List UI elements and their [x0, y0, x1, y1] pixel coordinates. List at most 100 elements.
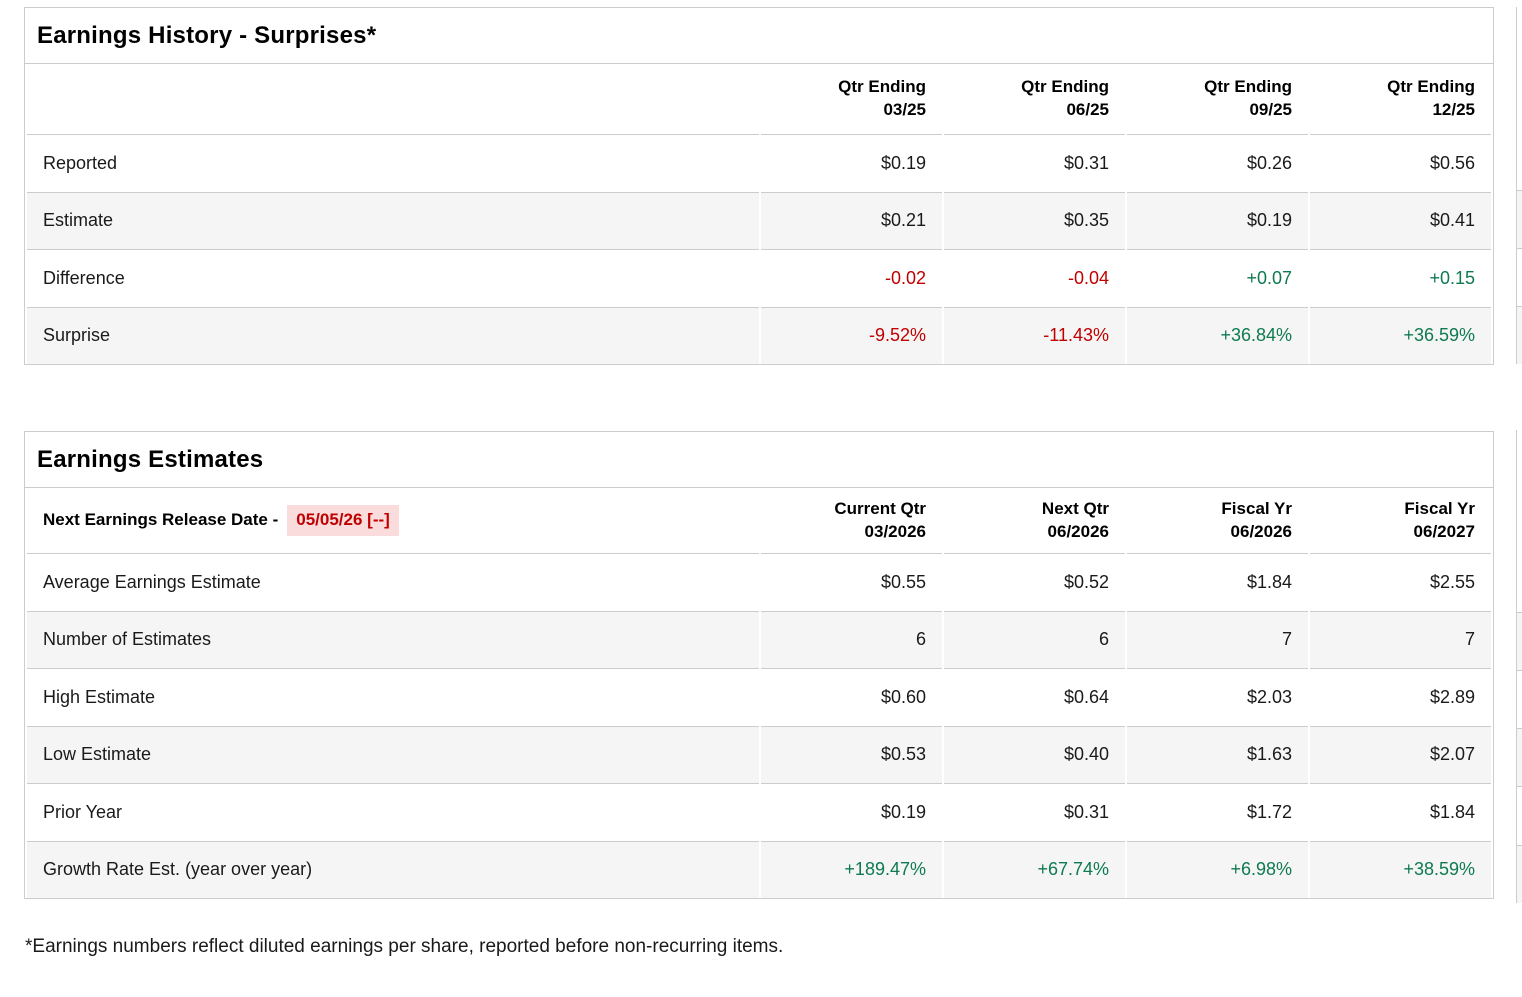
- stripe: [1517, 7, 1522, 190]
- adjacent-panel-edge-top: [1516, 7, 1522, 364]
- column-header-line1: Qtr Ending: [1387, 77, 1475, 97]
- row-label: Estimate: [27, 191, 759, 249]
- table-row-growth-rate-est: Growth Rate Est. (year over year) +189.4…: [27, 840, 1491, 898]
- table-row-estimate: Estimate $0.21 $0.35 $0.19 $0.41: [27, 191, 1491, 249]
- cell-value: $0.40: [944, 725, 1125, 783]
- column-header-line1: Qtr Ending: [838, 77, 926, 97]
- table-row-surprise: Surprise -9.52% -11.43% +36.84% +36.59%: [27, 306, 1491, 364]
- cell-value: 7: [1310, 610, 1491, 668]
- cell-value: 6: [944, 610, 1125, 668]
- estimates-column-header-1: Current Qtr 03/2026: [761, 488, 942, 553]
- history-column-header-4: Qtr Ending 12/25: [1310, 64, 1491, 134]
- cell-value-negative: -0.04: [944, 249, 1125, 307]
- cell-value: $0.35: [944, 191, 1125, 249]
- cell-value-positive: +0.07: [1127, 249, 1308, 307]
- column-header-line1: Next Qtr: [1041, 498, 1109, 518]
- earnings-history-card: Earnings History - Surprises* Qtr Ending…: [24, 7, 1494, 365]
- cell-value: $0.56: [1310, 134, 1491, 192]
- table-row-low-estimate: Low Estimate $0.53 $0.40 $1.63 $2.07: [27, 725, 1491, 783]
- cell-value: $2.03: [1127, 668, 1308, 726]
- cell-value: $1.63: [1127, 725, 1308, 783]
- row-label: Reported: [27, 134, 759, 192]
- stripe: [1517, 430, 1522, 612]
- table-row-average-earnings-estimate: Average Earnings Estimate $0.55 $0.52 $1…: [27, 553, 1491, 611]
- cell-value-negative: -9.52%: [761, 306, 942, 364]
- cell-value: $0.60: [761, 668, 942, 726]
- history-column-header-1: Qtr Ending 03/25: [761, 64, 942, 134]
- adjacent-panel-edge-bottom: [1516, 430, 1522, 903]
- stripe: [1517, 190, 1522, 248]
- column-header-line1: Current Qtr: [834, 498, 926, 518]
- earnings-estimates-card: Earnings Estimates Next Earnings Release…: [24, 431, 1494, 899]
- cell-value-negative: -11.43%: [944, 306, 1125, 364]
- cell-value: $0.19: [1127, 191, 1308, 249]
- earnings-history-table: Qtr Ending 03/25 Qtr Ending 06/25 Qtr En…: [25, 64, 1493, 364]
- row-label: Low Estimate: [27, 725, 759, 783]
- column-header-line2: 03/2026: [864, 521, 926, 541]
- cell-value: $0.31: [944, 134, 1125, 192]
- cell-value: $0.26: [1127, 134, 1308, 192]
- column-header-line2: 06/2026: [1230, 521, 1292, 541]
- cell-value-positive: +6.98%: [1127, 840, 1308, 898]
- cell-value: 7: [1127, 610, 1308, 668]
- column-header-line2: 06/25: [1066, 100, 1109, 119]
- history-header-row: Qtr Ending 03/25 Qtr Ending 06/25 Qtr En…: [27, 64, 1491, 134]
- row-label: Difference: [27, 249, 759, 307]
- table-row-prior-year: Prior Year $0.19 $0.31 $1.72 $1.84: [27, 783, 1491, 841]
- cell-value-positive: +36.84%: [1127, 306, 1308, 364]
- cell-value-positive: +67.74%: [944, 840, 1125, 898]
- release-date-value: 05/05/26 [--]: [287, 504, 399, 537]
- stripe: [1517, 248, 1522, 306]
- cell-value: $2.07: [1310, 725, 1491, 783]
- next-earnings-release-cell: Next Earnings Release Date - 05/05/26 [--…: [27, 488, 759, 553]
- earnings-estimates-table: Next Earnings Release Date - 05/05/26 [--…: [25, 488, 1493, 898]
- cell-value: $0.19: [761, 134, 942, 192]
- estimates-column-header-2: Next Qtr 06/2026: [944, 488, 1125, 553]
- estimates-column-header-3: Fiscal Yr 06/2026: [1127, 488, 1308, 553]
- cell-value: $1.84: [1310, 783, 1491, 841]
- history-column-header-3: Qtr Ending 09/25: [1127, 64, 1308, 134]
- cell-value-positive: +38.59%: [1310, 840, 1491, 898]
- cell-value: $0.64: [944, 668, 1125, 726]
- cell-value: 6: [761, 610, 942, 668]
- cell-value-negative: -0.02: [761, 249, 942, 307]
- stripe: [1517, 786, 1522, 845]
- cell-value-positive: +36.59%: [1310, 306, 1491, 364]
- earnings-estimates-title: Earnings Estimates: [25, 432, 1493, 488]
- cell-value: $0.19: [761, 783, 942, 841]
- column-header-line1: Fiscal Yr: [1404, 498, 1475, 518]
- cell-value: $0.52: [944, 553, 1125, 611]
- table-row-high-estimate: High Estimate $0.60 $0.64 $2.03 $2.89: [27, 668, 1491, 726]
- column-header-line2: 06/2026: [1047, 521, 1109, 541]
- cell-value-positive: +189.47%: [761, 840, 942, 898]
- earnings-history-title: Earnings History - Surprises*: [25, 8, 1493, 64]
- column-header-line2: 09/25: [1249, 100, 1292, 119]
- row-label: Surprise: [27, 306, 759, 364]
- column-header-line2: 12/25: [1432, 100, 1475, 119]
- release-date-label: Next Earnings Release Date -: [43, 509, 279, 529]
- cell-value: $0.53: [761, 725, 942, 783]
- estimates-header-row: Next Earnings Release Date - 05/05/26 [--…: [27, 488, 1491, 553]
- earnings-footnote: *Earnings numbers reflect diluted earnin…: [25, 936, 784, 957]
- row-label: Number of Estimates: [27, 610, 759, 668]
- stripe: [1517, 728, 1522, 786]
- cell-value: $1.84: [1127, 553, 1308, 611]
- cell-value: $2.89: [1310, 668, 1491, 726]
- column-header-line2: 03/25: [883, 100, 926, 119]
- stripe: [1517, 612, 1522, 670]
- cell-value: $0.41: [1310, 191, 1491, 249]
- stripe: [1517, 845, 1522, 903]
- estimates-column-header-4: Fiscal Yr 06/2027: [1310, 488, 1491, 553]
- cell-value-positive: +0.15: [1310, 249, 1491, 307]
- table-row-number-of-estimates: Number of Estimates 6 6 7 7: [27, 610, 1491, 668]
- cell-value: $2.55: [1310, 553, 1491, 611]
- row-label: Average Earnings Estimate: [27, 553, 759, 611]
- stripe: [1517, 306, 1522, 364]
- column-header-line1: Fiscal Yr: [1221, 498, 1292, 518]
- history-column-header-2: Qtr Ending 06/25: [944, 64, 1125, 134]
- column-header-line1: Qtr Ending: [1021, 77, 1109, 97]
- stripe: [1517, 670, 1522, 728]
- column-header-line1: Qtr Ending: [1204, 77, 1292, 97]
- cell-value: $1.72: [1127, 783, 1308, 841]
